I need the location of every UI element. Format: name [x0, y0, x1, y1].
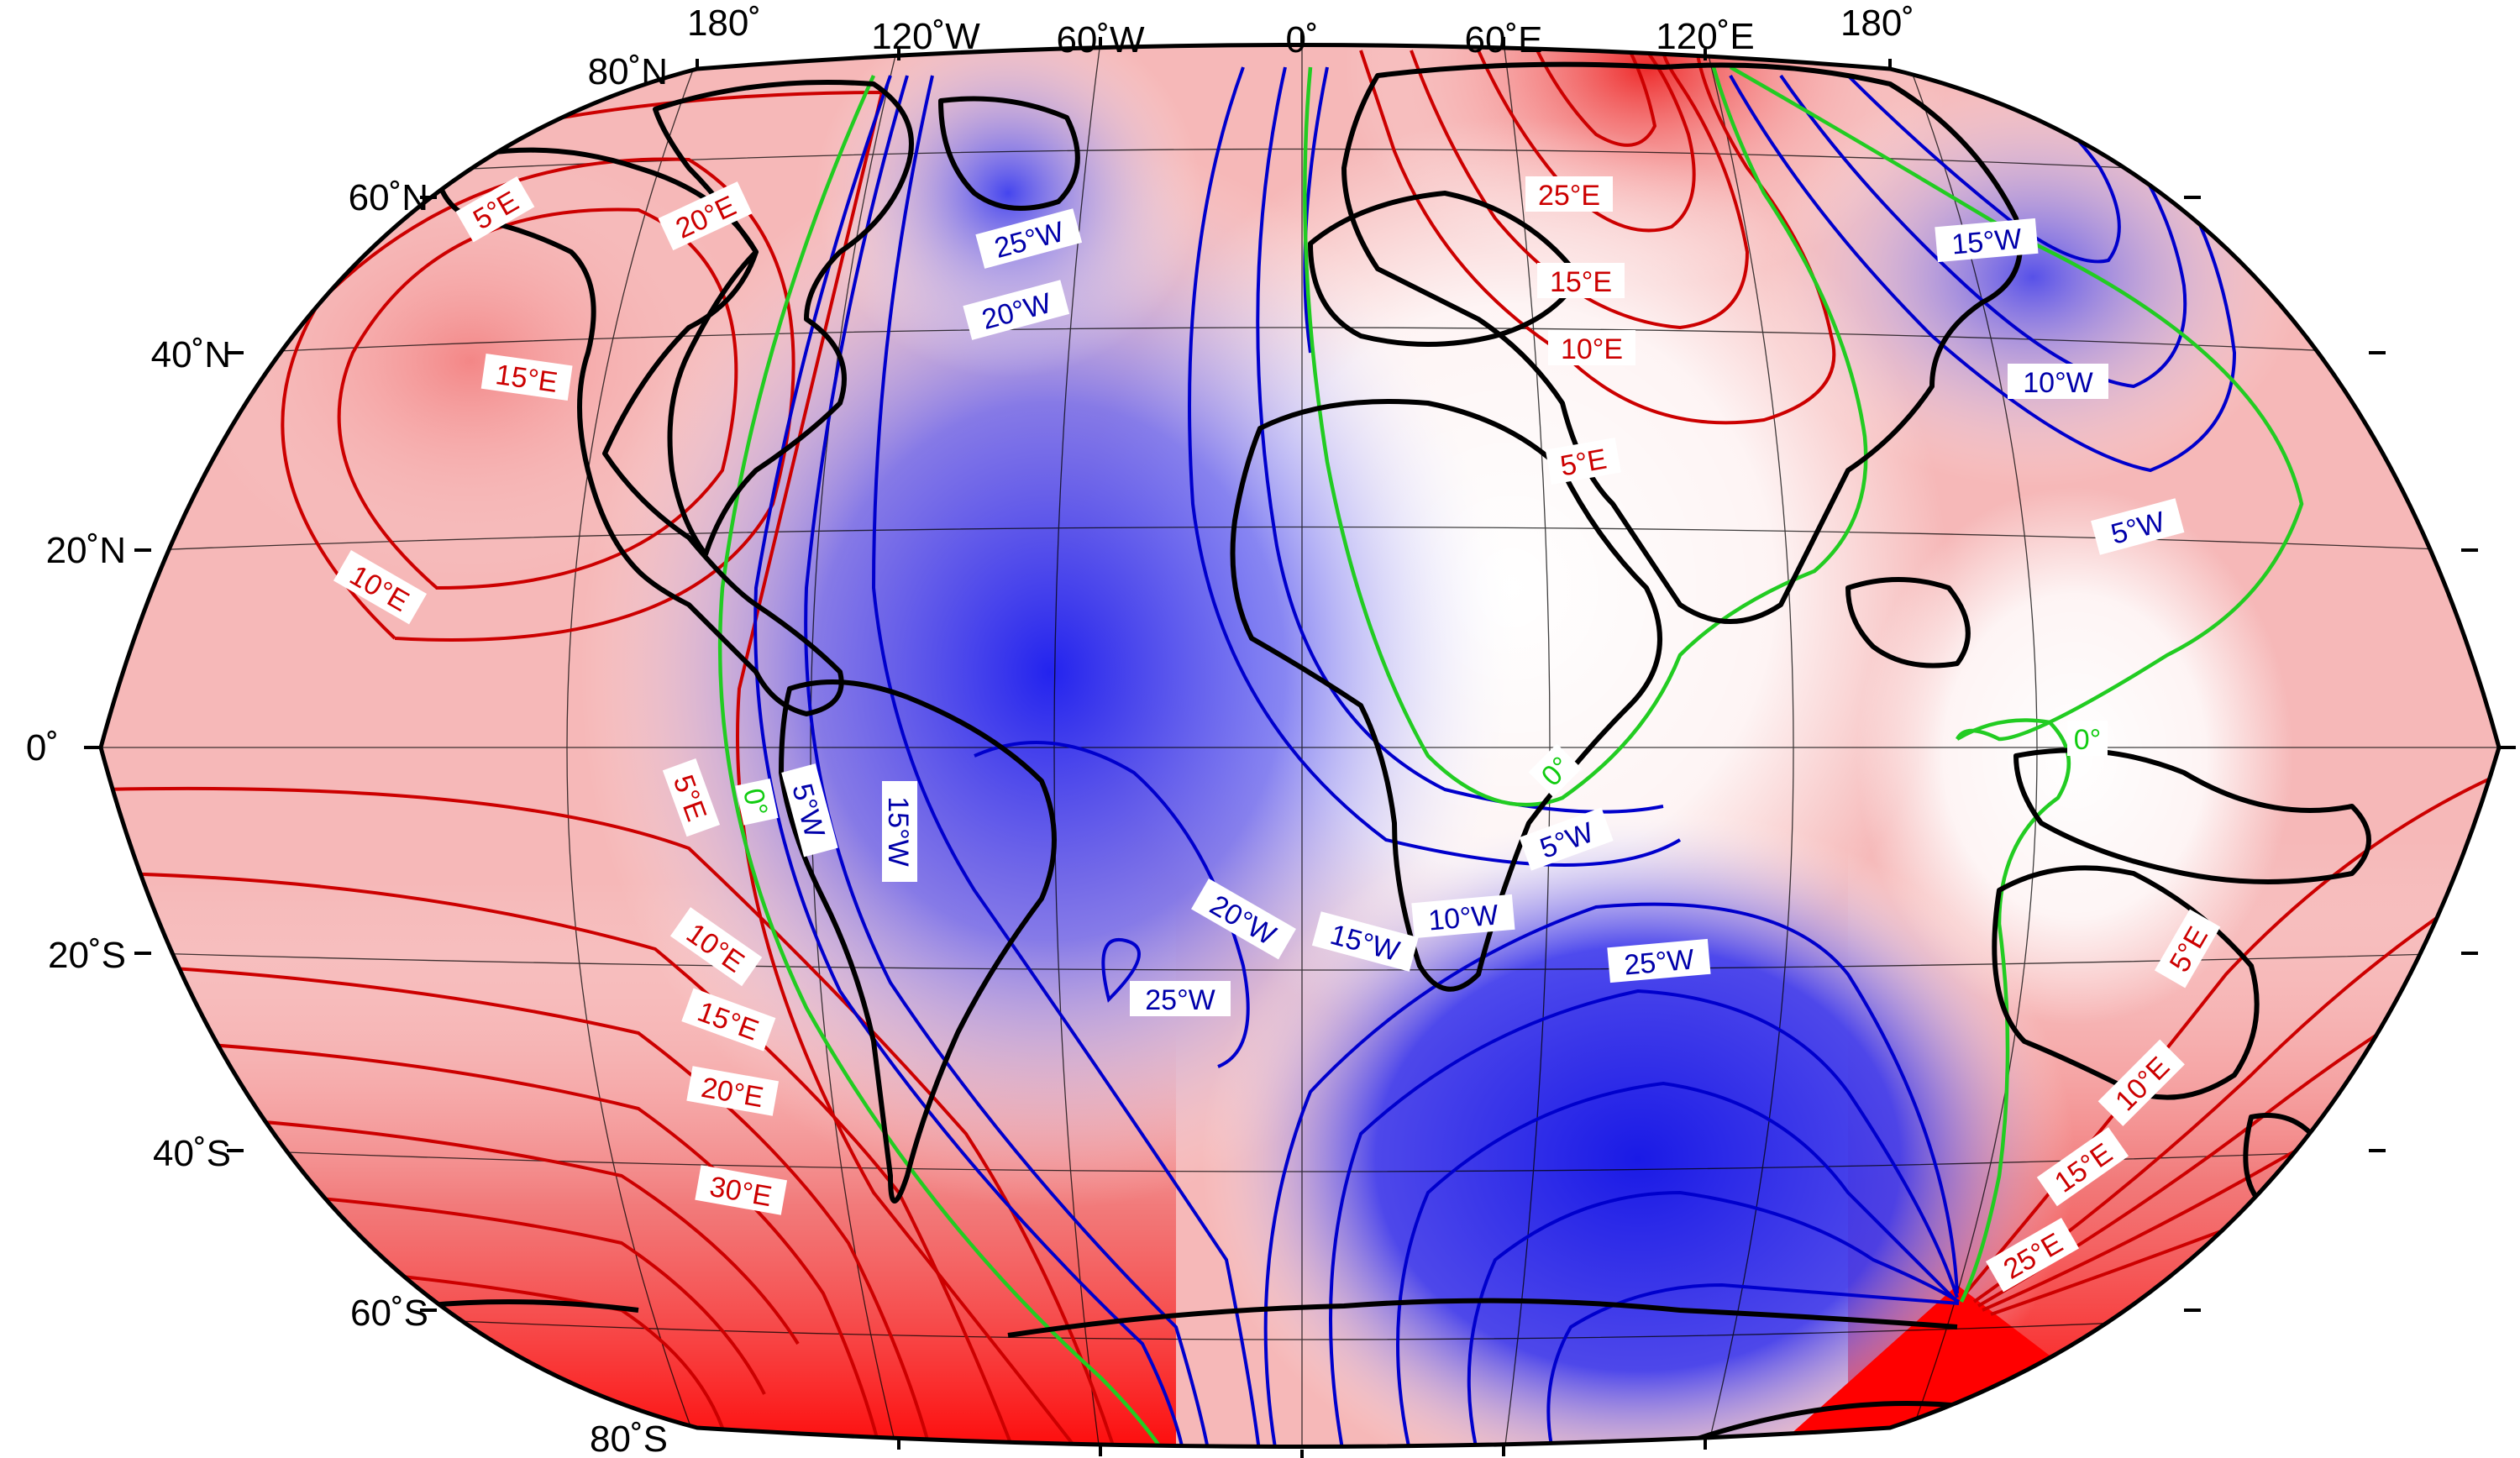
lon-label: 0˚ — [1285, 19, 1318, 60]
contour-label: 25°E — [1538, 180, 1600, 212]
map-frame — [98, 43, 2502, 1449]
lat-label: 20˚N — [46, 530, 126, 571]
lon-label: 120˚E — [1656, 16, 1754, 57]
lat-label: 40˚N — [151, 334, 231, 375]
contour-label: 5°E — [1558, 443, 1609, 482]
lon-label: 60˚E — [1465, 19, 1543, 60]
contour-label: 25°W — [1623, 943, 1696, 981]
lat-label: 80˚S — [590, 1419, 668, 1458]
contour-label: 0° — [2074, 724, 2102, 756]
contour-label: 15°E — [1550, 266, 1612, 298]
contour-label: 10°W — [2023, 367, 2093, 399]
contour-label: 25°W — [1145, 984, 1215, 1016]
frame-ticks — [84, 32, 2516, 1458]
lat-label: 40˚S — [153, 1133, 231, 1174]
zero-declination-contours — [717, 66, 2304, 1447]
longitude-labels: 180˚ 120˚W 60˚W 0˚ 60˚E 120˚E 180˚ — [687, 3, 1914, 60]
west-contour-labels: 25°W 20°W 15°W 10°W 5°W 5°W 15°W 20°W 25… — [781, 208, 2185, 1016]
lat-label: 60˚N — [349, 177, 428, 218]
contour-label: 0° — [737, 785, 774, 819]
contour-label: 10°W — [1427, 899, 1500, 936]
zero-contour-labels: 0° 0° 0° — [735, 721, 2108, 826]
lon-label: 120˚W — [871, 16, 980, 57]
lat-label: 80˚N — [588, 51, 668, 92]
lat-label: 0˚ — [26, 727, 59, 768]
latitude-labels: 80˚N 60˚N 40˚N 20˚N 0˚ 20˚S 40˚S 60˚S 80… — [26, 51, 668, 1458]
lat-label: 60˚S — [350, 1293, 428, 1334]
lat-label: 20˚S — [48, 935, 126, 976]
lon-label: 180˚ — [1840, 3, 1914, 44]
lon-label: 60˚W — [1056, 19, 1145, 60]
contour-label: 15°W — [1950, 223, 2024, 260]
contour-label: 15°W — [882, 796, 914, 867]
contour-label: 10°E — [1561, 333, 1623, 365]
lon-label: 180˚ — [687, 3, 761, 44]
